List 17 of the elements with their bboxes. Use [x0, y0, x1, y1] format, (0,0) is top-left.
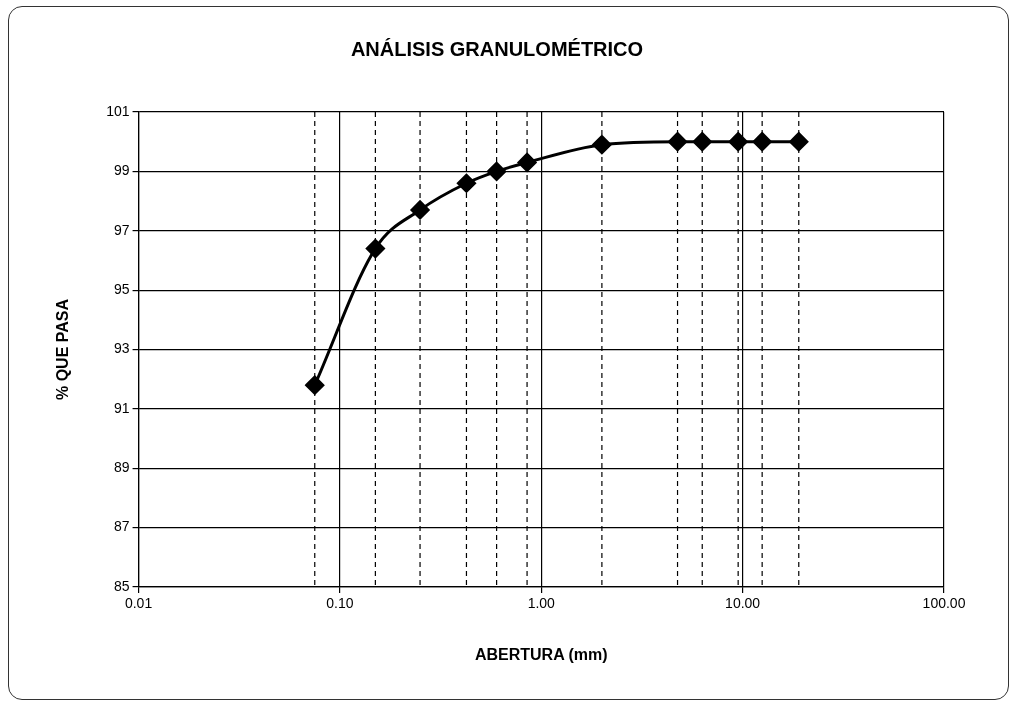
x-axis-title: ABERTURA (mm) [474, 645, 608, 663]
y-tick-label: 85 [113, 577, 130, 594]
y-tick-label: 99 [113, 162, 130, 179]
x-tick-label: 100.00 [922, 595, 966, 612]
y-tick-label: 91 [113, 399, 130, 416]
x-tick-label: 0.01 [124, 595, 153, 612]
y-tick-label: 97 [113, 221, 130, 238]
x-tick-label: 1.00 [527, 595, 556, 612]
x-tick-label: 0.10 [326, 595, 354, 612]
chart-title: ANÁLISIS GRANULOMÉTRICO [350, 37, 644, 60]
y-tick-label: 87 [113, 518, 130, 535]
y-tick-label: 95 [113, 280, 130, 297]
y-tick-label: 93 [113, 340, 130, 357]
y-tick-label: 101 [106, 102, 130, 119]
x-tick-label: 10.00 [725, 595, 761, 612]
y-axis-title: % QUE PASA [54, 298, 72, 401]
y-tick-label: 89 [113, 459, 130, 476]
